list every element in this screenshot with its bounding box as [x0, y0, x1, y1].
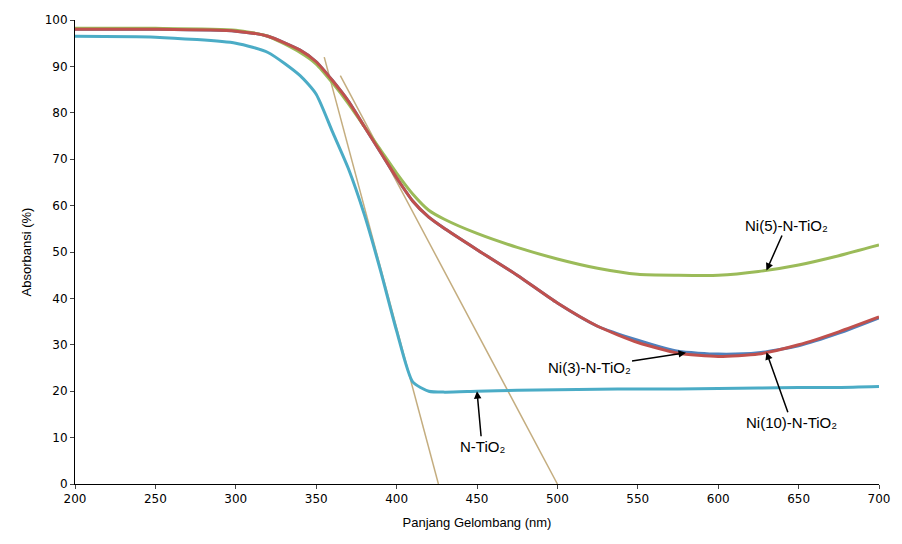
svg-text:700: 700	[868, 492, 891, 506]
svg-text:90: 90	[52, 60, 67, 74]
svg-text:500: 500	[546, 492, 569, 506]
svg-text:20: 20	[52, 384, 67, 398]
svg-text:0: 0	[60, 477, 68, 491]
svg-text:100: 100	[45, 13, 68, 27]
svg-text:Absorbansi (%): Absorbansi (%)	[19, 208, 34, 297]
svg-text:30: 30	[52, 338, 67, 352]
svg-text:10: 10	[52, 431, 67, 445]
svg-text:350: 350	[305, 492, 328, 506]
svg-text:650: 650	[787, 492, 810, 506]
svg-text:Ni(10)-N-TiO₂: Ni(10)-N-TiO₂	[746, 414, 837, 431]
svg-text:600: 600	[707, 492, 730, 506]
svg-text:Ni(3)-N-TiO₂: Ni(3)-N-TiO₂	[548, 359, 631, 376]
svg-text:N-TiO₂: N-TiO₂	[460, 438, 505, 455]
svg-text:550: 550	[626, 492, 649, 506]
svg-text:70: 70	[52, 152, 67, 166]
svg-text:60: 60	[52, 199, 67, 213]
svg-text:40: 40	[52, 292, 67, 306]
svg-text:Ni(5)-N-TiO₂: Ni(5)-N-TiO₂	[745, 217, 828, 234]
svg-text:300: 300	[224, 492, 247, 506]
svg-text:Panjang Gelombang (nm): Panjang Gelombang (nm)	[403, 515, 552, 530]
svg-text:80: 80	[52, 106, 67, 120]
svg-text:450: 450	[466, 492, 489, 506]
svg-text:250: 250	[144, 492, 167, 506]
svg-text:400: 400	[385, 492, 408, 506]
svg-text:50: 50	[52, 245, 67, 259]
svg-text:200: 200	[64, 492, 87, 506]
